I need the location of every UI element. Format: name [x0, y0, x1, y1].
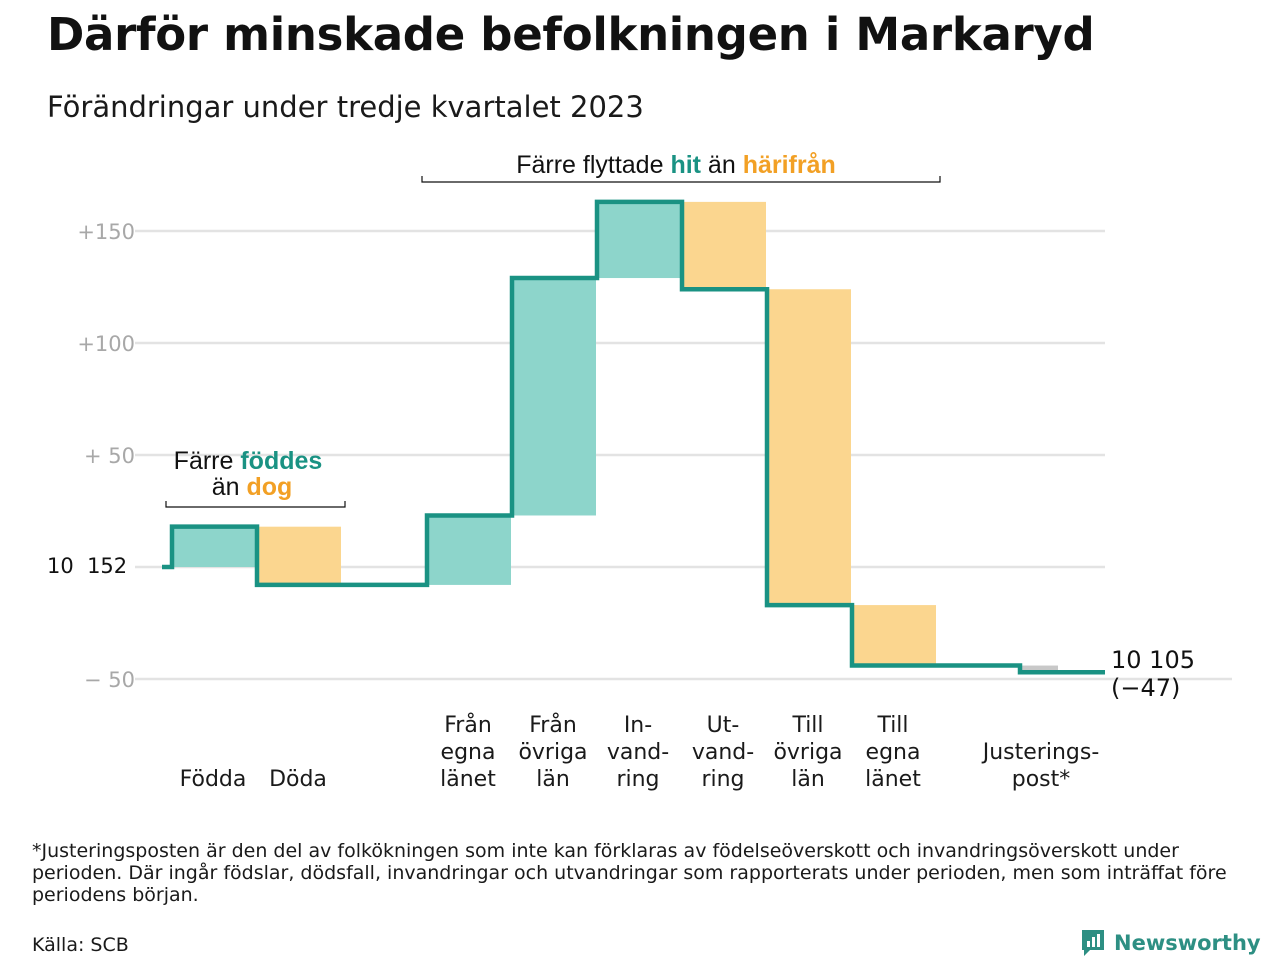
category-label: ring: [616, 767, 659, 792]
bar-increase: [172, 526, 256, 567]
bar-decrease: [767, 289, 851, 606]
chart-title: Därför minskade befolkningen i Markaryd: [47, 8, 1095, 61]
y-tick-label: +150: [77, 220, 135, 244]
category-label: län: [791, 767, 825, 792]
category-label: Från: [529, 712, 577, 738]
migration-annotation-text: Färre flyttade hit än härifrån: [516, 151, 836, 179]
category-label: övriga: [773, 740, 842, 765]
chart-subtitle: Förändringar under tredje kvartalet 2023: [47, 90, 644, 124]
brand-name: Newsworthy: [1114, 931, 1261, 955]
end-change-label: (−47): [1111, 674, 1180, 702]
migration-annotation-bracket: [421, 176, 941, 183]
end-value-label: 10 105: [1111, 646, 1195, 674]
deaths-annotation-text: än: [212, 473, 247, 501]
bar-increase: [597, 201, 681, 279]
newsworthy-logo-icon: [1082, 930, 1104, 956]
category-labels: Födda DödaFrånegnalänetFrånövrigalänIn-va…: [180, 712, 1100, 792]
births-annotation-line2: än dog: [212, 473, 293, 501]
category-label: övriga: [518, 740, 587, 765]
migration-annotation-pre: Färre flyttade: [516, 151, 670, 179]
category-label: ring: [701, 767, 744, 792]
category-label: egna: [441, 740, 496, 765]
running-total-line: [162, 199, 1105, 675]
category-label: Justerings-: [981, 740, 1100, 765]
category-label: Ut-: [707, 713, 740, 738]
y-tick-label: − 50: [84, 668, 135, 692]
migration-annotation-mid: än: [701, 151, 743, 179]
bars: [172, 201, 1058, 673]
category-label: egna: [866, 740, 921, 765]
category-label: Från: [444, 712, 492, 738]
category-label: vand-: [607, 740, 669, 765]
bar-decrease: [682, 201, 766, 290]
bar-decrease: [852, 605, 936, 666]
category-label: länet: [440, 767, 496, 792]
migration-annotation-highlight-out: härifrån: [743, 151, 836, 179]
category-label: post*: [1012, 767, 1071, 792]
category-label: Till: [791, 713, 823, 738]
footnote: *Justeringsposten är den del av folkökni…: [32, 840, 1227, 906]
category-label: Döda: [269, 767, 327, 792]
deaths-annotation-highlight: dog: [246, 473, 292, 501]
category-label: In-: [624, 713, 652, 738]
category-label: Födda: [180, 767, 247, 792]
bar-increase: [512, 278, 596, 516]
category-label: länet: [865, 767, 921, 792]
births-annotation-text: Färre: [174, 447, 241, 475]
births-annotation-bracket: [165, 501, 346, 508]
source-label: Källa: SCB: [32, 934, 129, 956]
y-axis-ticks: +150 +100 + 50 − 50: [77, 220, 135, 692]
births-annotation-line1: Färre föddes: [174, 447, 323, 475]
bar-decrease: [257, 526, 341, 585]
bar-increase: [427, 515, 511, 585]
brand-logo: Newsworthy: [1080, 928, 1261, 958]
migration-annotation: Färre flyttade hit än härifrån: [421, 151, 941, 183]
births-annotation-highlight: föddes: [240, 447, 322, 475]
category-label: län: [536, 767, 570, 792]
bar-adjustment: [1020, 665, 1058, 673]
births-annotation: Färre föddes än dog: [165, 447, 346, 508]
category-label: Till: [876, 713, 908, 738]
waterfall-chart: +150+100+ 50− 50 Födda DödaFrånegnalänetF…: [47, 151, 1232, 792]
start-value-label: 10 152: [47, 554, 127, 578]
category-label: vand-: [692, 740, 754, 765]
migration-annotation-highlight-in: hit: [670, 151, 701, 179]
y-tick-label: + 50: [84, 444, 135, 468]
y-tick-label: +100: [77, 332, 135, 356]
